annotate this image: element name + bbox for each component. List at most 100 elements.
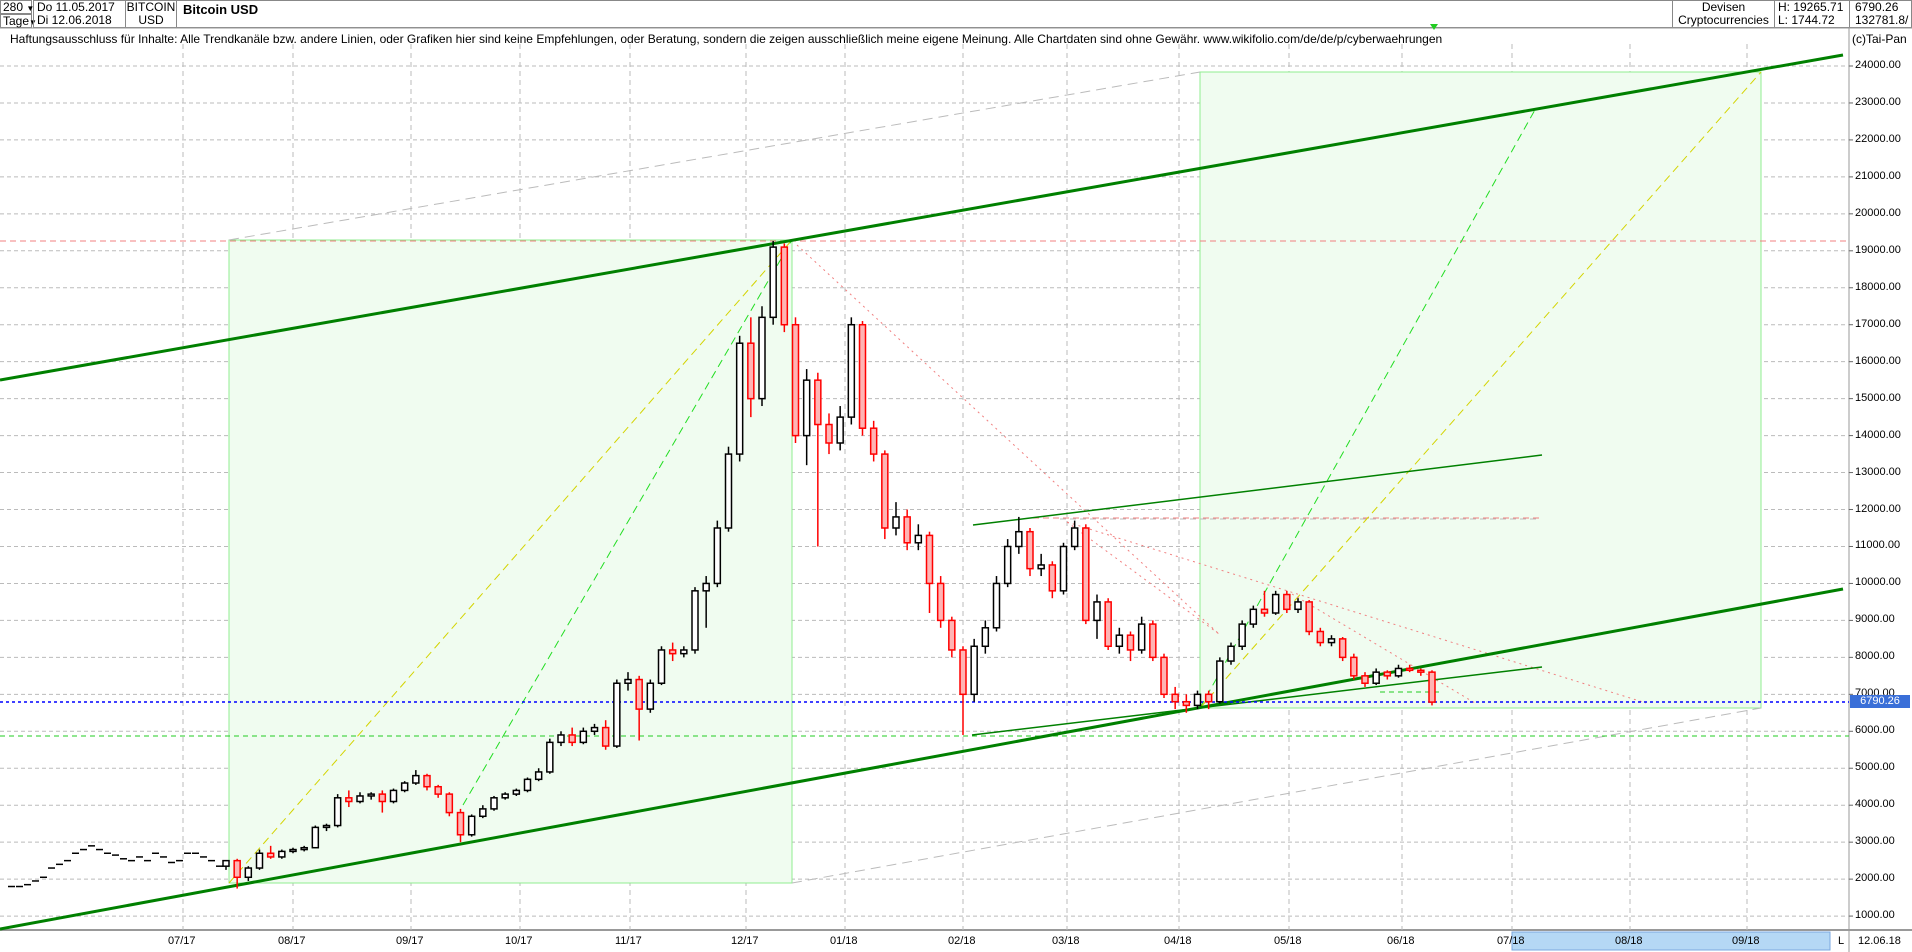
candle-body [814, 379, 822, 426]
x-tick-label: 04/18 [1164, 935, 1192, 947]
date-range[interactable]: Do 11.05.2017 Di 12.06.2018 [33, 0, 126, 28]
axis-end-date: 12.06.18 [1858, 935, 1901, 947]
candle-body [1059, 545, 1068, 592]
y-tick-label: 13000.00 [1855, 465, 1901, 478]
candle-body [1405, 667, 1414, 672]
channel-line-upper [972, 454, 1543, 526]
channel-line-lower [971, 666, 1543, 736]
projection-line-top [228, 71, 1201, 241]
candle-body [601, 726, 610, 747]
candle-body [903, 516, 911, 544]
candle-body [1193, 693, 1202, 707]
y-tick-label: 4000.00 [1855, 798, 1895, 811]
candle-body [1238, 623, 1246, 648]
y-tick-label: 16000.00 [1855, 354, 1901, 367]
candle-body [1015, 530, 1023, 548]
candle-body [367, 793, 375, 797]
x-tick-label: 08/18 [1615, 935, 1643, 947]
candle-body [1383, 671, 1392, 677]
candle-body [311, 826, 320, 849]
candle-body [244, 867, 253, 879]
y-tick-label: 24000.00 [1855, 59, 1901, 71]
last-price: 6790.26 [1855, 0, 1899, 14]
candle-body [579, 730, 588, 744]
candle-body [467, 815, 476, 836]
x-tick-label: 10/17 [505, 935, 533, 947]
candle-body [1182, 700, 1191, 707]
time-scroll-highlight [1511, 931, 1831, 951]
x-tick-label: 01/18 [830, 935, 858, 947]
candle-body [255, 852, 264, 869]
y-tick-label: 15000.00 [1855, 391, 1901, 404]
candle-body [1271, 593, 1280, 614]
y-tick-label: 10000.00 [1855, 576, 1901, 589]
candle-body [590, 726, 599, 733]
candle-body [1260, 608, 1269, 614]
candle-body [1227, 645, 1235, 662]
candle-body [1137, 623, 1146, 651]
candle-body [1171, 693, 1179, 703]
candle-body [501, 793, 509, 799]
green-fan-line-1 [462, 239, 793, 806]
main-trend-line-lower [0, 587, 1844, 931]
candle-body [1149, 623, 1157, 659]
candle-body [1070, 527, 1079, 548]
category-group: Devisen [1701, 0, 1746, 14]
candle-body [1204, 693, 1213, 703]
candle-body [959, 649, 967, 696]
x-tick-label: 06/18 [1387, 935, 1415, 947]
y-tick-label: 22000.00 [1855, 132, 1901, 145]
y-tick-label: 19000.00 [1855, 243, 1901, 256]
candle-body [680, 649, 688, 655]
candle-body [1316, 630, 1325, 644]
candle-body [534, 771, 543, 781]
x-tick-label: 11/17 [615, 935, 642, 947]
candle-body [1327, 638, 1336, 644]
x-tick-label: 07/17 [168, 935, 196, 947]
candle-body [992, 582, 1001, 629]
candle-body [791, 323, 800, 437]
y-tick-label: 2000.00 [1855, 872, 1895, 885]
candle-body [702, 582, 710, 592]
candle-body [936, 582, 945, 622]
yellow-fan-line-2 [1199, 71, 1762, 709]
candle-body [1338, 638, 1347, 659]
category-name: Cryptocurrencies [1678, 13, 1769, 27]
candle-body [724, 453, 733, 529]
candle-body [512, 789, 521, 795]
candle-body [1160, 656, 1168, 696]
candle-body [322, 824, 331, 829]
candle-body [1048, 564, 1057, 592]
candle-body [333, 797, 342, 827]
candle-body [869, 427, 878, 455]
y-tick-label: 17000.00 [1855, 317, 1901, 330]
candle-body [836, 416, 844, 444]
last-price-label: 6790.26 [1850, 695, 1910, 708]
candle-body [289, 848, 297, 853]
candle-body [713, 527, 722, 585]
candle-body [412, 774, 420, 784]
symbol-name: BITCOIN [126, 0, 176, 14]
chevron-down-icon: ▼ [26, 4, 35, 13]
candle-body [1026, 530, 1034, 570]
y-tick-label: 11000.00 [1855, 539, 1901, 552]
candle-body [646, 682, 655, 710]
red-trend-line-2 [1066, 521, 1220, 635]
candle-body [1361, 675, 1369, 684]
chart-title: Bitcoin USD [183, 2, 259, 17]
candle-body [691, 590, 699, 651]
x-tick-label: 05/18 [1274, 935, 1302, 947]
candle-body [1082, 527, 1090, 622]
candle-body [735, 342, 744, 455]
candle-body [948, 619, 956, 651]
candle-body [1428, 671, 1436, 703]
candle-body [356, 795, 364, 803]
red-trend-line-3 [1066, 521, 1647, 704]
period-value-dropdown[interactable]: 280 ▼ [0, 0, 35, 14]
candle-body [668, 649, 677, 655]
x-tick-label: 02/18 [948, 935, 976, 947]
candle-body [1216, 660, 1224, 703]
candle-body [657, 649, 666, 684]
candle-body [780, 246, 789, 326]
